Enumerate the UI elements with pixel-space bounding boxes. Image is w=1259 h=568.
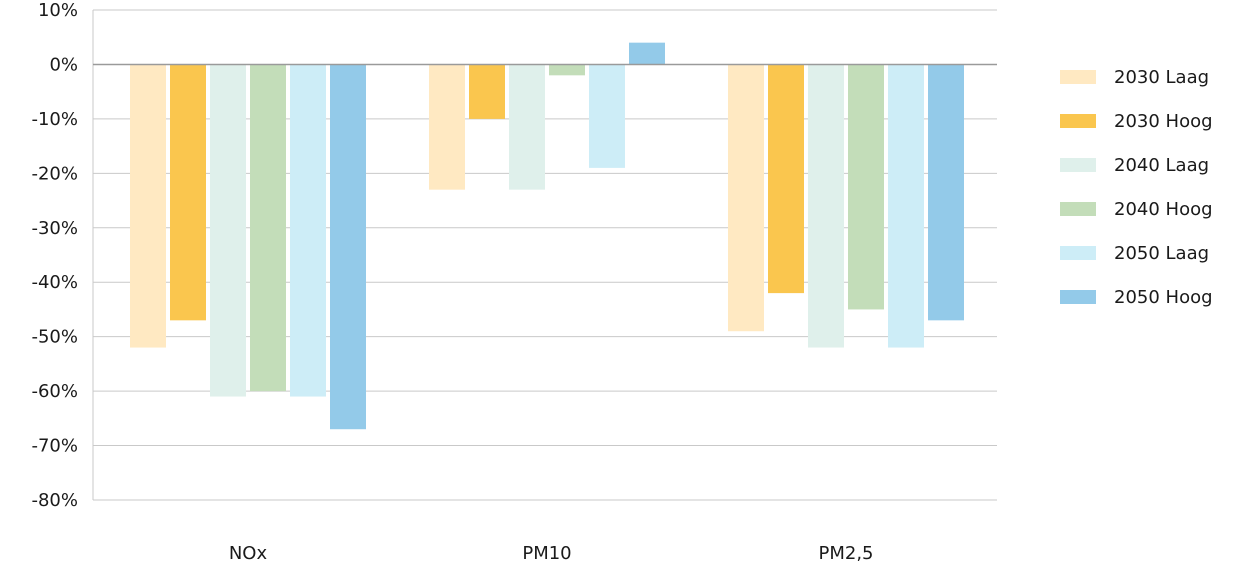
legend-swatch (1060, 70, 1096, 84)
bar (808, 64, 844, 348)
legend-item: 2030 Hoog (1060, 99, 1255, 143)
legend-label: 2030 Laag (1114, 66, 1210, 88)
legend-item: 2040 Laag (1060, 143, 1255, 187)
bar (330, 64, 366, 430)
bar (250, 64, 286, 392)
legend-item: 2040 Hoog (1060, 187, 1255, 231)
legend-swatch (1060, 246, 1096, 260)
bar (549, 64, 585, 76)
y-tick-label: -60% (31, 381, 78, 402)
y-tick-label: -50% (31, 327, 78, 348)
legend-label: 2050 Hoog (1114, 286, 1213, 308)
bar (469, 64, 505, 119)
bar (888, 64, 924, 348)
y-tick-label: -70% (31, 436, 78, 457)
x-tick-label: PM10 (522, 543, 571, 564)
legend-label: 2040 Hoog (1114, 198, 1213, 220)
y-tick-label: -10% (31, 109, 78, 130)
legend-label: 2050 Laag (1114, 242, 1210, 264)
bar (130, 64, 166, 348)
bar (509, 64, 545, 190)
legend-swatch (1060, 290, 1096, 304)
legend-swatch (1060, 114, 1096, 128)
x-tick-label: PM2,5 (818, 543, 873, 564)
bar (290, 64, 326, 397)
bar (429, 64, 465, 190)
y-axis-tick-labels: 10% 0% -10% -20% -30% -40% -50% -60% -70% -80% (31, 0, 78, 511)
bar (928, 64, 964, 321)
y-tick-label: -40% (31, 272, 78, 293)
bar (210, 64, 246, 397)
x-tick-label: NOx (229, 543, 268, 564)
x-axis-tick-labels: NOx PM10 PM2,5 (229, 543, 874, 564)
legend-swatch (1060, 202, 1096, 216)
legend-item: 2030 Laag (1060, 55, 1255, 99)
legend-label: 2030 Hoog (1114, 110, 1213, 132)
legend-swatch (1060, 158, 1096, 172)
bar (170, 64, 206, 321)
bar (589, 64, 625, 168)
bars (130, 42, 964, 430)
y-tick-label: -80% (31, 490, 78, 511)
bar (728, 64, 764, 332)
bar (768, 64, 804, 294)
legend: 2030 Laag 2030 Hoog 2040 Laag 2040 Hoog 2050… (1060, 55, 1255, 319)
y-tick-label: -20% (31, 163, 78, 184)
y-tick-label: 10% (38, 0, 78, 21)
y-tick-label: 0% (49, 54, 78, 75)
legend-item: 2050 Laag (1060, 231, 1255, 275)
y-tick-label: -30% (31, 218, 78, 239)
bar (629, 42, 665, 65)
bar (848, 64, 884, 310)
legend-label: 2040 Laag (1114, 154, 1210, 176)
legend-item: 2050 Hoog (1060, 275, 1255, 319)
